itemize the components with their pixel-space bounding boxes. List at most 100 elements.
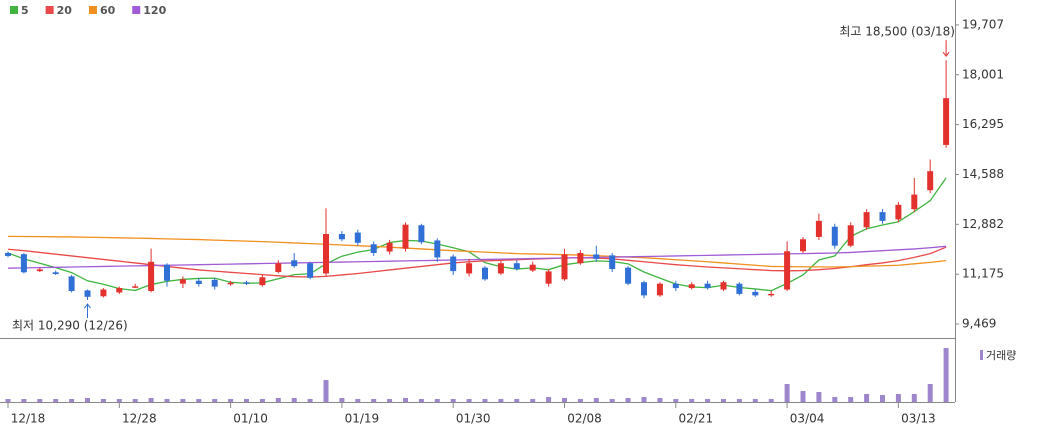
candle-body xyxy=(338,234,345,240)
x-tick-label: 02/08 xyxy=(567,412,602,426)
candle-body xyxy=(656,283,663,296)
volume-bar xyxy=(736,399,742,402)
legend-swatch xyxy=(45,6,54,14)
candle-body xyxy=(672,283,679,289)
candle-body xyxy=(577,253,584,264)
volume-bar xyxy=(498,399,504,402)
volume-bar xyxy=(768,399,774,402)
candle-body xyxy=(831,226,838,246)
x-tick-label: 12/28 xyxy=(122,412,157,426)
candle-body xyxy=(291,260,298,267)
candle-body xyxy=(418,225,425,243)
y-tick-label: 11,175 xyxy=(962,267,1004,281)
x-tick-label: 02/21 xyxy=(679,412,714,426)
candle-body xyxy=(529,264,536,271)
volume-bar xyxy=(355,399,361,402)
volume-bar xyxy=(275,398,281,402)
volume-bar xyxy=(800,391,806,402)
volume-bar xyxy=(530,399,536,402)
candle-body xyxy=(354,232,361,243)
candle-body xyxy=(720,282,727,290)
low-annotation: 최저 10,290 (12/26) xyxy=(12,319,128,333)
candle-body xyxy=(482,267,488,280)
candle-body xyxy=(704,283,711,289)
volume-bar xyxy=(69,399,75,402)
candle-body xyxy=(259,277,266,286)
candle-body xyxy=(609,255,616,270)
volume-bar xyxy=(657,398,663,402)
volume-bar xyxy=(323,380,329,402)
candle-body xyxy=(52,272,59,275)
candle-body xyxy=(593,254,600,259)
candle-body xyxy=(227,282,234,285)
candle-body xyxy=(688,284,695,289)
volume-bar xyxy=(164,399,170,402)
volume-bar xyxy=(784,384,790,402)
volume-bar xyxy=(482,399,488,402)
volume-bar xyxy=(927,384,933,402)
y-tick-label: 19,707 xyxy=(962,17,1004,31)
x-tick-label: 12/18 xyxy=(11,412,46,426)
volume-bar xyxy=(116,399,122,402)
candle-body xyxy=(434,240,441,258)
candle-body xyxy=(100,289,107,297)
volume-bar xyxy=(450,399,456,402)
x-tick-label: 01/19 xyxy=(345,412,380,426)
volume-bar xyxy=(752,399,758,402)
volume-bar xyxy=(546,397,552,402)
volume-bar xyxy=(434,399,440,402)
volume-bar xyxy=(403,398,408,402)
volume-bar xyxy=(689,399,695,402)
volume-bar xyxy=(132,399,138,402)
candle-body xyxy=(513,263,520,270)
candle-body xyxy=(625,267,632,284)
candle-body xyxy=(68,276,75,291)
candle-body xyxy=(815,220,822,237)
volume-bar xyxy=(387,399,393,402)
volume-legend-label: 거래량 xyxy=(986,349,1016,362)
x-tick-label: 03/13 xyxy=(901,412,936,426)
candle-body xyxy=(736,283,743,294)
candle-body xyxy=(752,291,759,296)
candle-body xyxy=(5,253,11,256)
volume-bar xyxy=(593,398,599,402)
volume-bar xyxy=(307,399,313,402)
candle-body xyxy=(116,288,123,293)
volume-bar xyxy=(721,399,726,402)
y-tick-label: 9,469 xyxy=(962,317,996,331)
volume-bar xyxy=(259,399,265,402)
volume-bar xyxy=(228,399,234,402)
candle-body xyxy=(879,212,886,221)
volume-bar xyxy=(148,398,154,402)
candle-body xyxy=(402,224,409,249)
volume-bar xyxy=(244,399,249,402)
candle-body xyxy=(211,279,218,287)
y-tick-label: 12,882 xyxy=(962,217,1004,231)
candle-body xyxy=(895,204,902,220)
candle-body xyxy=(911,194,918,210)
volume-bar xyxy=(864,394,870,402)
candle-body xyxy=(450,256,457,272)
volume-bar xyxy=(562,398,567,402)
legend-label: 20 xyxy=(57,4,73,17)
candle-body xyxy=(927,171,934,191)
candle-body xyxy=(863,212,870,228)
candle-body xyxy=(784,251,791,290)
candle-body xyxy=(84,290,91,297)
y-tick-label: 16,295 xyxy=(962,117,1004,131)
volume-bar xyxy=(212,399,218,402)
volume-bar xyxy=(196,399,202,402)
volume-bar xyxy=(673,399,679,402)
candle-body xyxy=(545,271,552,284)
legend-swatch xyxy=(88,6,97,14)
candle-body xyxy=(386,242,393,252)
volume-legend-swatch xyxy=(980,350,983,360)
low-arrow xyxy=(84,303,91,319)
volume-bar xyxy=(5,399,11,402)
candle-body xyxy=(195,280,202,284)
volume-bar xyxy=(816,392,822,402)
volume-bar xyxy=(577,399,583,402)
candle-body xyxy=(466,263,473,274)
